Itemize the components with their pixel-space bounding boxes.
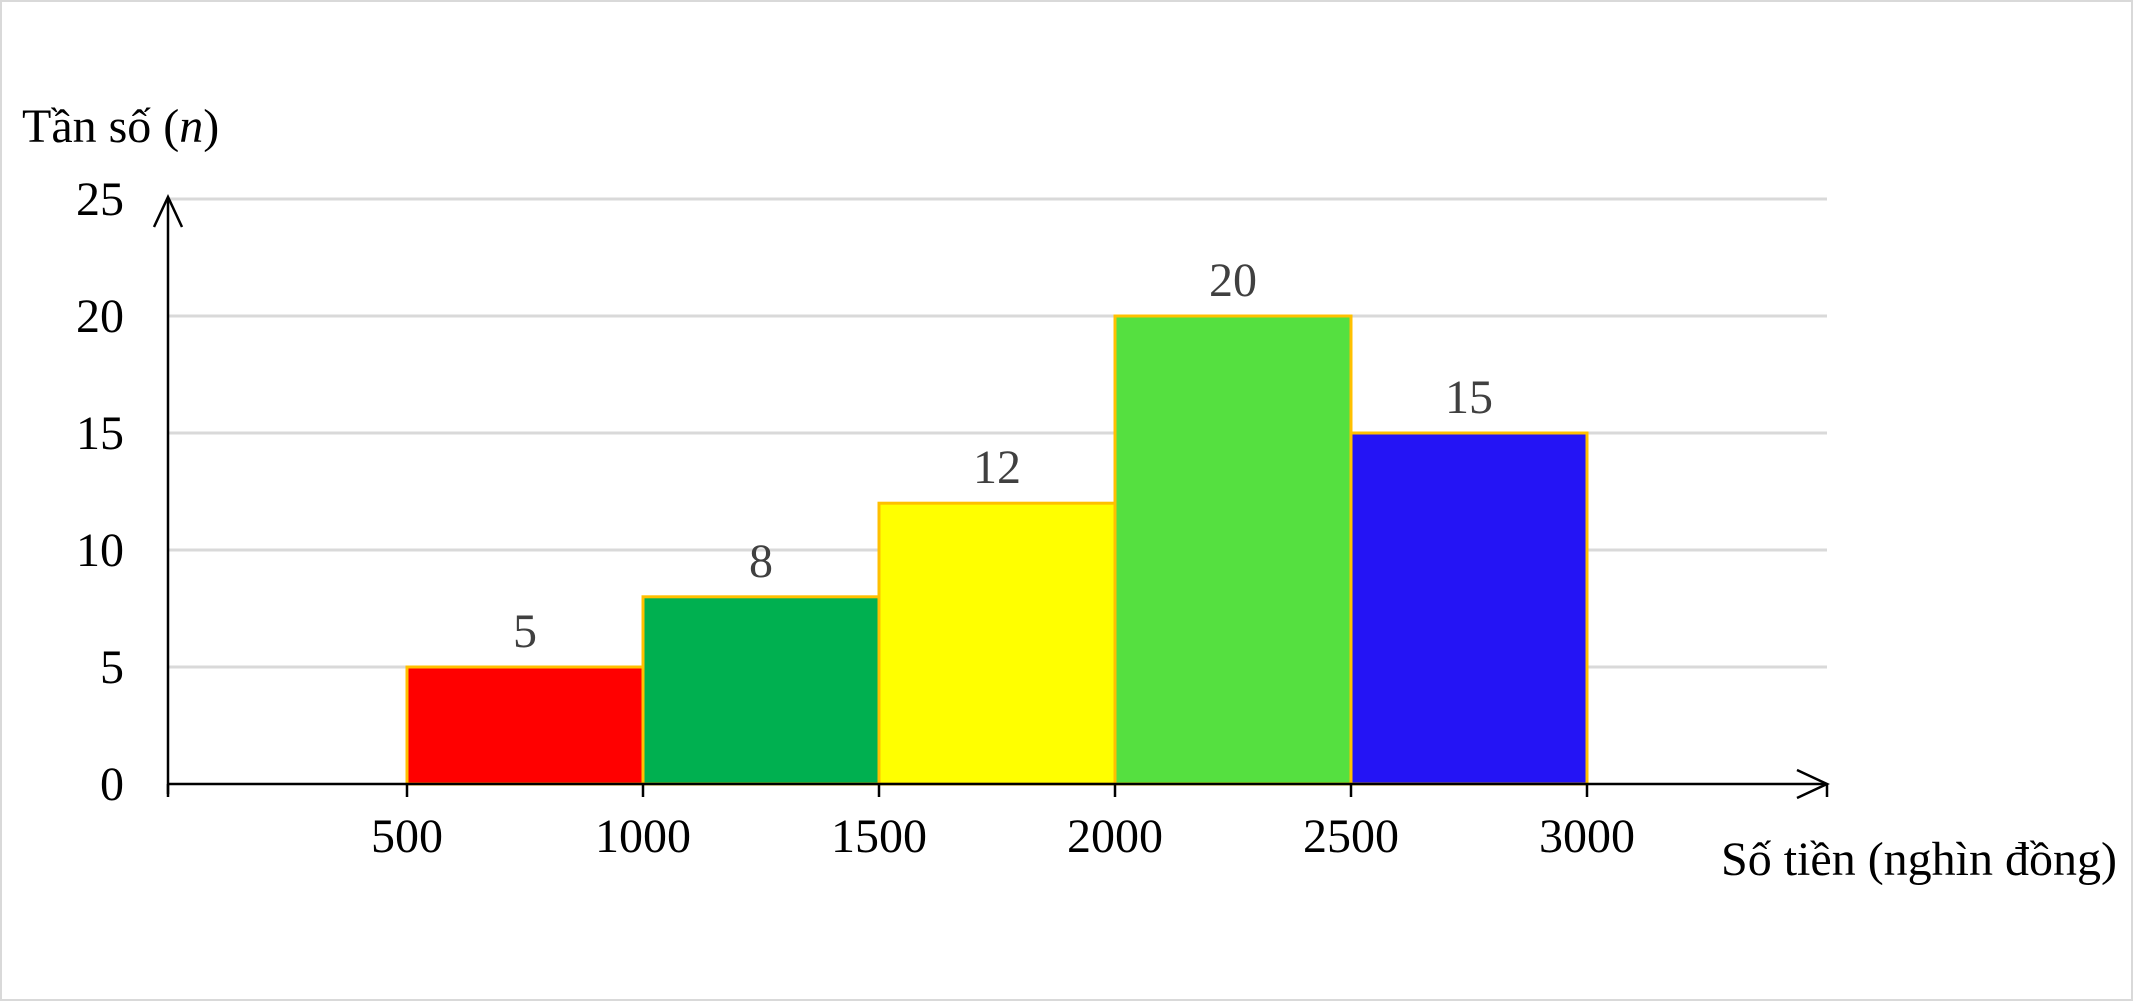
data-label-2: 12 [973, 441, 1021, 494]
x-tick-labels: 500 1000 1500 2000 2500 3000 [371, 810, 1635, 863]
x-tick-label-2500: 2500 [1303, 810, 1399, 863]
bar-2 [877, 501, 1117, 786]
y-tick-label-20: 20 [76, 290, 124, 343]
x-axis-title: Số tiền (nghìn đồng) [1721, 833, 2117, 886]
data-label-3: 20 [1209, 254, 1257, 307]
y-tick-label-25: 25 [76, 173, 124, 226]
data-label-4: 15 [1445, 371, 1493, 424]
bar-3 [1113, 314, 1353, 786]
data-label-0: 5 [513, 605, 537, 658]
axes [152, 194, 1830, 800]
bar-1 [641, 595, 881, 786]
y-tick-label-5: 5 [100, 641, 124, 694]
x-tick-label-1500: 1500 [831, 810, 927, 863]
data-labels: 5 8 12 20 15 [513, 254, 1493, 658]
y-tick-label-15: 15 [76, 407, 124, 460]
x-tick-label-500: 500 [371, 810, 443, 863]
x-tick-label-3000: 3000 [1539, 810, 1635, 863]
y-tick-label-10: 10 [76, 524, 124, 577]
y-axis-title: Tần số (n) [22, 100, 219, 153]
bar-0 [405, 665, 645, 786]
y-axis-arrow [152, 194, 184, 228]
x-tick-label-1000: 1000 [595, 810, 691, 863]
bars [405, 314, 1589, 786]
x-tick-label-2000: 2000 [1067, 810, 1163, 863]
data-label-1: 8 [749, 535, 773, 588]
y-tick-labels: 0 5 10 15 20 25 [76, 173, 124, 811]
bar-4 [1349, 431, 1589, 786]
y-tick-label-0: 0 [100, 758, 124, 811]
